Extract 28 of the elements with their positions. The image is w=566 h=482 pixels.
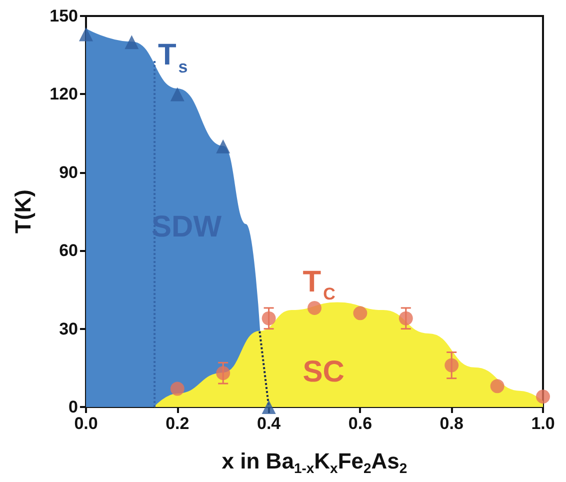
point — [536, 390, 550, 404]
point — [124, 35, 139, 50]
x-tick-label: 1.0 — [531, 414, 555, 433]
y-tick-label: 120 — [50, 84, 78, 104]
y-tick-label: 150 — [50, 6, 78, 26]
point — [170, 382, 184, 396]
x-tick-label: 0.2 — [166, 414, 190, 433]
point — [398, 311, 413, 326]
y-axis-title: T(K) — [10, 190, 36, 234]
point — [262, 400, 276, 414]
y-tick-label: 0 — [68, 398, 78, 416]
y-tick-label: 60 — [59, 241, 78, 260]
point — [308, 300, 322, 315]
x-tick-label: 0.8 — [440, 414, 464, 433]
point — [170, 87, 184, 102]
x-tick-label: 0.0 — [74, 414, 98, 433]
annotation: SC — [302, 355, 344, 388]
point — [353, 306, 368, 320]
x-tick-label: 0.4 — [256, 414, 282, 433]
point — [490, 379, 504, 394]
x-tick-label: 0.6 — [348, 414, 372, 433]
point — [216, 366, 230, 380]
point — [262, 311, 276, 326]
point — [216, 139, 230, 154]
point — [79, 27, 93, 42]
y-tick-label: 90 — [59, 162, 78, 182]
y-tick-label: 30 — [59, 319, 78, 338]
point — [444, 358, 459, 372]
